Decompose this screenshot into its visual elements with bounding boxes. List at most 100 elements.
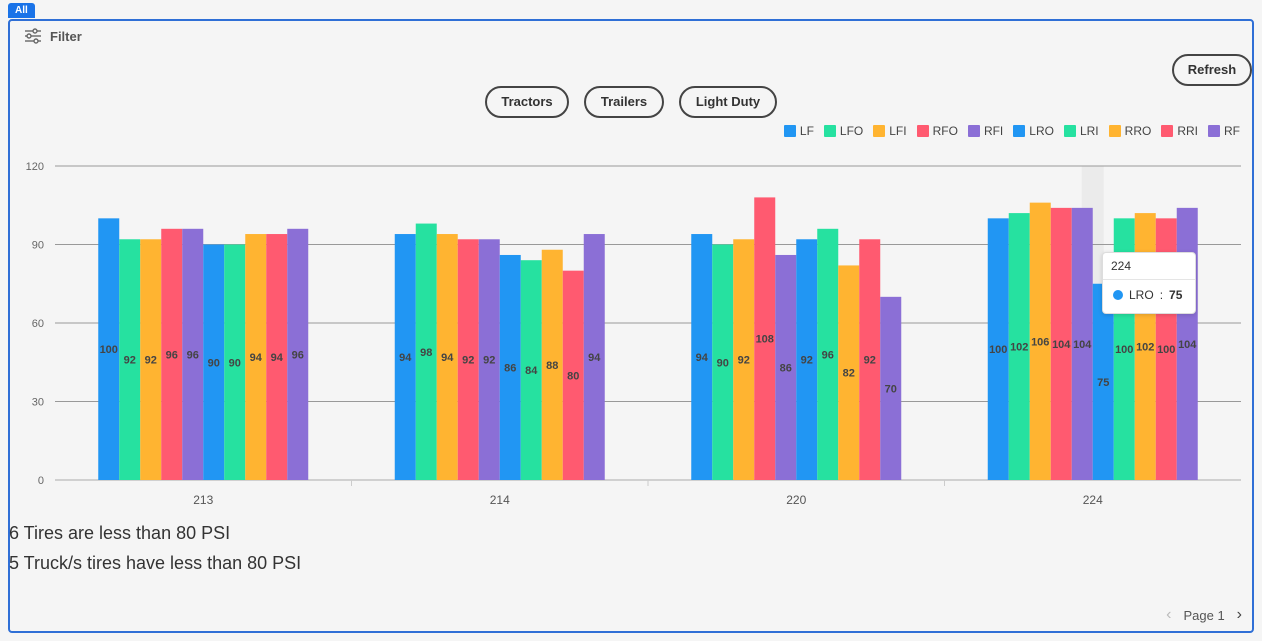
bar-rri-213 [266,234,288,480]
data-label: 82 [843,368,855,380]
bar-lf-224 [987,218,1009,481]
legend-item-rro[interactable]: RRO [1108,124,1152,138]
data-label: 92 [483,355,495,367]
data-label: 92 [864,355,876,367]
bar-rro-213 [245,234,267,480]
legend-swatch [783,125,796,137]
bar-rfo-213 [161,228,183,480]
legend-label: LRO [1029,124,1054,138]
bar-lro-224 [1092,283,1114,480]
bar-lfi-224 [1029,202,1051,480]
data-label: 88 [546,360,558,372]
y-tick-label: 120 [26,161,44,173]
bar-rfo-220 [754,197,776,480]
low-tire-message: 6 Tires are less than 80 PSI [9,523,231,543]
legend-item-lfo[interactable]: LFO [823,124,864,138]
data-label: 100 [100,344,118,356]
data-label: 104 [1052,339,1071,351]
data-label: 108 [756,334,774,346]
data-label: 106 [1031,336,1049,348]
x-tick-label: 213 [193,493,213,507]
data-label: 86 [780,362,792,374]
data-label: 84 [525,365,538,377]
data-label: 70 [885,383,897,395]
data-label: 96 [822,349,834,361]
trailers-button[interactable]: Trailers [584,86,664,118]
bar-lfi-213 [140,239,162,480]
legend-label: LFI [889,124,907,138]
data-label: 94 [271,352,284,364]
chart-legend: LF LFO LFI RFO RFI LRO LRI RRO RRI RF [783,124,1240,138]
data-label: 90 [717,357,729,369]
data-label: 94 [441,352,454,364]
tooltip-value: 75 [1169,288,1183,302]
data-label: 104 [1178,339,1197,351]
legend-label: LRI [1079,124,1099,138]
bar-rf-220 [880,296,902,480]
data-label: 92 [145,355,157,367]
bar-rro-220 [838,265,860,480]
bar-rfi-214 [478,239,500,480]
bar-lfo-224 [1008,213,1030,480]
chart-tooltip: 224 LRO: 75 [1102,252,1196,314]
y-tick-label: 90 [32,240,44,252]
bar-rfo-214 [457,239,479,480]
legend-swatch [967,125,980,137]
legend-item-rfi[interactable]: RFI [967,124,1003,138]
bar-rfi-224 [1071,207,1093,480]
data-label: 94 [399,352,412,364]
legend-item-rf[interactable]: RF [1208,124,1240,138]
data-label: 80 [567,370,579,382]
sliders-icon [25,28,41,44]
light-duty-button[interactable]: Light Duty [679,86,777,118]
filter-label: Filter [50,28,82,44]
bar-lfi-220 [733,239,755,480]
bar-rro-214 [541,249,563,480]
legend-label: LF [799,124,814,138]
bar-rf-213 [287,228,309,480]
bar-lro-220 [796,239,818,480]
tooltip-series: LRO [1129,288,1154,302]
legend-label: LFO [839,124,864,138]
legend-swatch [1013,125,1026,137]
legend-swatch [823,125,836,137]
bar-lfo-213 [119,239,141,480]
data-label: 92 [462,355,474,367]
y-tick-label: 0 [38,475,44,487]
data-label: 90 [229,357,241,369]
data-label: 94 [696,352,709,364]
bar-lf-214 [394,234,416,480]
legend-swatch [1063,125,1076,137]
refresh-button[interactable]: Refresh [1172,54,1252,86]
data-label: 100 [1157,344,1175,356]
legend-item-lro[interactable]: LRO [1013,124,1054,138]
data-label: 92 [738,355,750,367]
data-label: 102 [1010,342,1028,354]
tooltip-separator: : [1159,288,1164,302]
next-page-icon[interactable]: › [1236,606,1242,623]
legend-label: RRO [1124,124,1152,138]
legend-item-lfi[interactable]: LFI [873,124,907,138]
data-label: 100 [1115,344,1133,356]
y-tick-label: 30 [32,397,44,409]
data-label: 98 [420,347,432,359]
legend-swatch [916,125,929,137]
legend-label: RRI [1177,124,1198,138]
bar-lri-214 [520,260,542,480]
legend-item-lf[interactable]: LF [783,124,814,138]
legend-item-lri[interactable]: LRI [1063,124,1099,138]
filter-button[interactable]: Filter [24,28,82,44]
legend-swatch [1208,125,1220,137]
bar-rri-220 [859,239,881,480]
legend-item-rfo[interactable]: RFO [916,124,958,138]
prev-page-icon[interactable]: ‹ [1166,606,1172,623]
tractors-button[interactable]: Tractors [485,86,569,118]
tab-all[interactable]: All [8,3,35,18]
tooltip-series-dot [1113,290,1123,300]
data-label: 104 [1073,339,1092,351]
data-label: 92 [801,355,813,367]
legend-item-rri[interactable]: RRI [1161,124,1198,138]
legend-swatch [1161,125,1174,137]
bar-rri-214 [562,270,584,480]
